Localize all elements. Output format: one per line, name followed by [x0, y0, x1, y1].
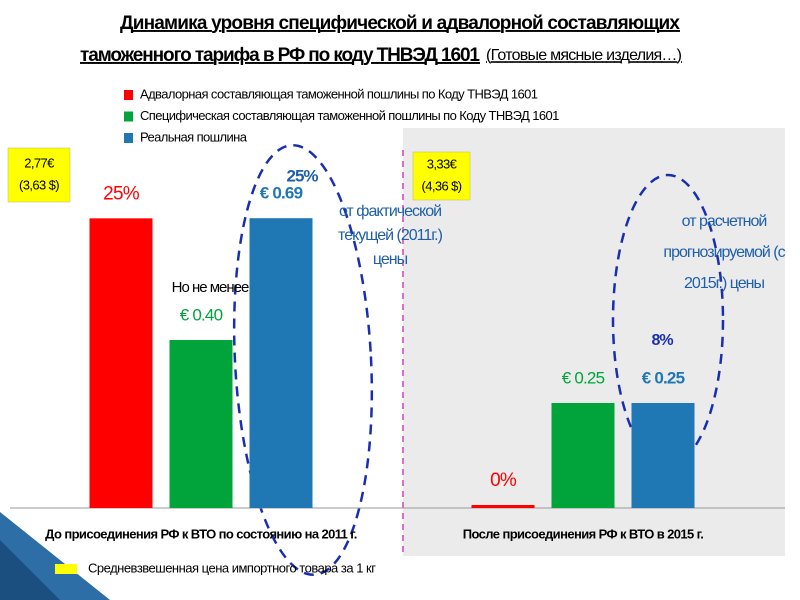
bar	[471, 505, 535, 508]
price-box	[412, 151, 471, 201]
title-note: (Готовые мясные изделия…)	[486, 47, 682, 64]
x-tick-label: После присоединения РФ к ВТО в 2015 г.	[463, 526, 703, 541]
annotation: прогнозируемой (с	[663, 244, 785, 261]
legend-label: Адвалорная составляющая таможенной пошли…	[140, 86, 538, 101]
bar	[249, 218, 313, 508]
price-box-text: 3,33€	[427, 156, 458, 171]
price-box	[7, 147, 71, 203]
annotation: от фактической	[339, 203, 441, 220]
value-label: 0%	[490, 470, 517, 491]
annotation: от расчетной	[682, 213, 767, 230]
value-label: € 0.69	[260, 184, 303, 203]
annotation: 25%	[286, 166, 318, 185]
chart-title: таможенного тарифа в РФ по коду ТНВЭД 16…	[80, 45, 480, 66]
chart-title: Динамика уровня специфической и адвалорн…	[120, 13, 680, 34]
legend-swatch	[124, 90, 133, 100]
reference-label: Средневзвешенная цена импортного товара …	[88, 560, 376, 575]
annotation: 2015г.) цены	[684, 275, 764, 292]
price-box-text: (3,63 $)	[19, 177, 59, 192]
corner-decoration	[0, 540, 60, 600]
annotation: 8%	[651, 332, 673, 349]
x-tick-label: До присоединения РФ к ВТО по состоянию н…	[45, 526, 357, 541]
bar	[169, 340, 233, 508]
legend-swatch	[124, 133, 133, 143]
highlight-ellipse	[232, 144, 374, 576]
price-box-text: 2,77€	[24, 155, 55, 170]
reference-swatch	[55, 564, 77, 574]
legend-label: Специфическая составляющая таможенной по…	[140, 108, 559, 123]
bar	[631, 403, 695, 508]
value-label: € 0.25	[562, 368, 605, 387]
annotation: цены	[373, 251, 408, 268]
bar	[89, 218, 153, 508]
annotation: текущей (2011г.)	[338, 227, 443, 244]
legend-label: Реальная пошлина	[140, 129, 248, 144]
legend-swatch	[124, 111, 133, 122]
value-label: 25%	[103, 183, 140, 204]
value-label: € 0.25	[642, 368, 685, 387]
highlight-ellipse	[611, 173, 725, 467]
annotation: Но не менее	[172, 279, 249, 296]
price-box-text: (4,36 $)	[421, 178, 461, 193]
bar	[551, 403, 615, 508]
value-label: € 0.40	[180, 305, 223, 324]
